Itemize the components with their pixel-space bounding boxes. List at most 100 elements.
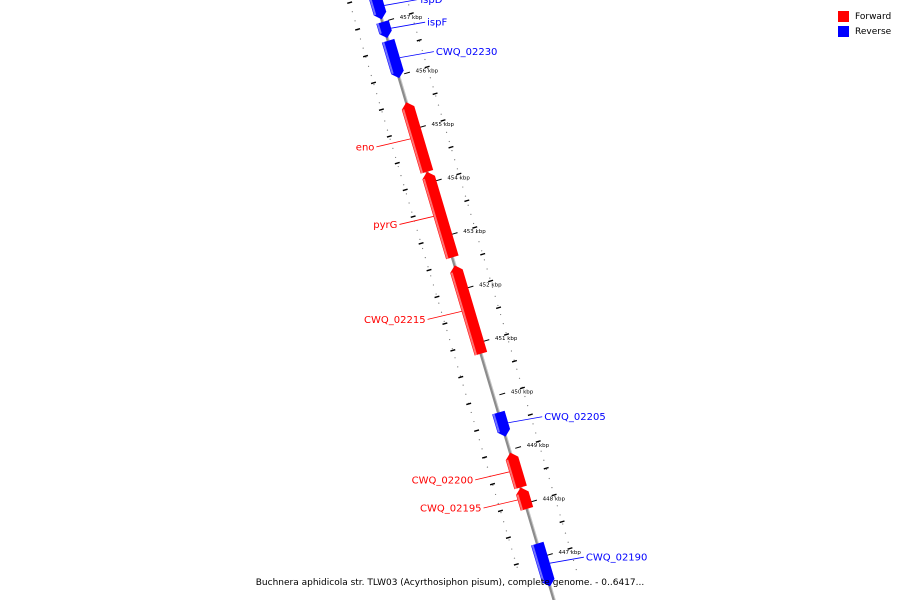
guide-dot xyxy=(481,448,483,450)
guide-dot xyxy=(548,477,550,480)
kbp-tick-label: 450 kbp xyxy=(511,389,534,395)
guide-dot xyxy=(446,329,448,332)
gene-leader-line xyxy=(475,471,510,481)
gene-leader-line xyxy=(384,0,418,6)
gene-highlight xyxy=(506,459,517,490)
gene-label: eno xyxy=(356,142,375,153)
gene-shape xyxy=(531,541,555,587)
guide-dot xyxy=(502,323,504,325)
legend-label-forward: Forward xyxy=(855,11,892,22)
gene-label: CWQ_02230 xyxy=(436,47,498,58)
guide-dot xyxy=(432,284,435,286)
gene-label: ispF xyxy=(427,18,447,29)
guide-dot xyxy=(545,468,548,470)
scale-tick xyxy=(408,12,414,15)
guide-dot xyxy=(438,302,440,304)
scale-tick xyxy=(410,215,416,219)
guide-dot xyxy=(475,231,477,234)
kbp-tick xyxy=(483,339,490,342)
scale-tick xyxy=(567,547,573,550)
guide-dot xyxy=(465,393,467,395)
scale-tick xyxy=(464,199,470,203)
gene-shape xyxy=(381,38,404,79)
guide-dot xyxy=(524,395,526,398)
guide-dot xyxy=(397,165,399,168)
kbp-tick xyxy=(499,392,506,396)
guide-dot xyxy=(532,423,534,425)
guide-dot xyxy=(413,22,415,24)
gene-shape xyxy=(505,452,527,490)
guide-dot xyxy=(510,350,513,352)
guide-dot xyxy=(486,268,488,270)
legend-item-forward[interactable]: Forward xyxy=(838,9,891,24)
guide-dot xyxy=(422,247,424,250)
gene-shape xyxy=(422,171,459,260)
guide-dot xyxy=(497,502,499,505)
guide-dot xyxy=(478,241,480,243)
scale-tick xyxy=(440,119,446,122)
guide-dot xyxy=(376,93,378,95)
scale-tick xyxy=(551,493,557,497)
guide-dot xyxy=(478,439,480,441)
gene-CWQ_02190: CWQ_02190 xyxy=(531,541,648,587)
scale-tick xyxy=(450,349,456,352)
guide-dot xyxy=(470,213,472,215)
guide-dot xyxy=(389,138,391,140)
gene-highlight xyxy=(492,413,500,433)
guide-dot xyxy=(518,377,521,379)
legend-item-reverse[interactable]: Reverse xyxy=(838,24,891,39)
guide-dot xyxy=(508,341,510,343)
guide-dot xyxy=(381,111,383,113)
guide-dot xyxy=(408,4,410,6)
gene-label: CWQ_02190 xyxy=(586,553,648,564)
scale-tick xyxy=(481,456,488,459)
gene-highlight xyxy=(516,494,524,511)
kbp-tick xyxy=(530,499,538,503)
gene-label: CWQ_02205 xyxy=(544,412,606,423)
guide-dot xyxy=(365,56,367,58)
guide-dot xyxy=(564,532,567,534)
guide-dot xyxy=(462,384,464,386)
guide-dot xyxy=(362,47,364,49)
guide-dot xyxy=(464,195,467,197)
guide-dot xyxy=(567,541,569,543)
gene-label: pyrG xyxy=(373,220,397,231)
gene-shape xyxy=(450,265,488,356)
scale-tick xyxy=(495,306,502,310)
scale-tick xyxy=(416,38,422,42)
guide-dot xyxy=(492,484,494,486)
scale-tick xyxy=(489,482,496,486)
guide-dot xyxy=(527,405,529,407)
gene-CWQ_02205: CWQ_02205 xyxy=(492,410,606,437)
guide-dot xyxy=(554,496,556,498)
guide-dot xyxy=(483,259,485,261)
guide-dot xyxy=(370,74,372,77)
guide-dot xyxy=(456,168,458,170)
guide-dot xyxy=(424,257,426,259)
kbp-tick xyxy=(404,71,411,75)
scale-tick xyxy=(505,536,511,540)
guide-dot xyxy=(354,20,356,22)
guide-dot xyxy=(491,286,494,288)
scale-tick xyxy=(426,268,432,272)
guide-dot xyxy=(486,466,489,468)
scale-tick xyxy=(543,466,549,470)
guide-dot xyxy=(540,450,542,452)
guide-dot xyxy=(418,40,421,42)
guide-dot xyxy=(449,338,451,341)
kbp-tick-label: 449 kbp xyxy=(527,443,550,449)
legend-swatch-reverse xyxy=(838,26,849,37)
guide-dot xyxy=(511,548,513,550)
gene-highlight xyxy=(402,109,424,174)
kbp-tick-label: 455 kbp xyxy=(432,122,455,128)
guide-dot xyxy=(470,411,472,414)
guide-dot xyxy=(516,368,518,370)
guide-dot xyxy=(457,366,459,368)
kbp-tick xyxy=(451,232,458,235)
guide-dot xyxy=(432,86,434,88)
gene-shape xyxy=(492,410,511,437)
kbp-tick xyxy=(467,285,474,289)
guide-dot xyxy=(454,159,456,161)
